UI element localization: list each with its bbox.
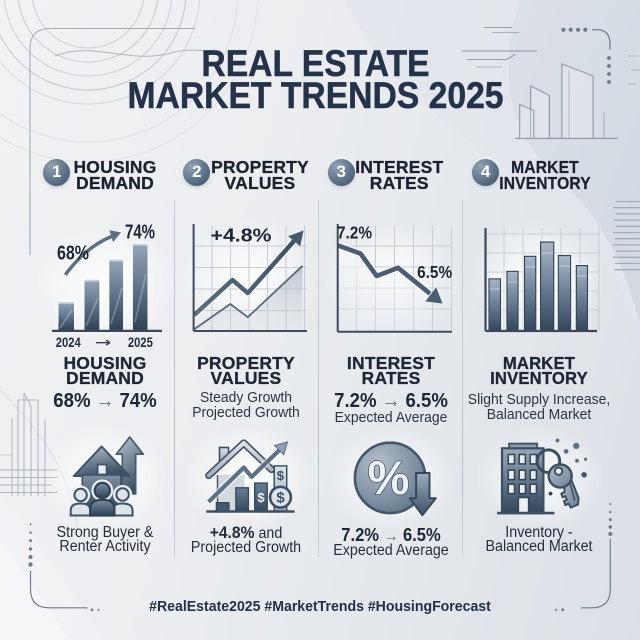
svg-text:$: $: [276, 490, 285, 507]
svg-text:2025: 2025: [128, 335, 153, 350]
svg-text:74%: 74%: [125, 221, 155, 243]
svg-text:%: %: [368, 451, 410, 504]
svg-text:68%: 68%: [57, 243, 89, 265]
svg-text:$: $: [277, 468, 285, 483]
svg-text:6.5%: 6.5%: [417, 262, 452, 282]
svg-text:7.2%: 7.2%: [337, 222, 372, 242]
svg-text:2024: 2024: [56, 335, 81, 350]
svg-text:+4.8%: +4.8%: [211, 225, 272, 246]
svg-text:$: $: [257, 490, 265, 505]
